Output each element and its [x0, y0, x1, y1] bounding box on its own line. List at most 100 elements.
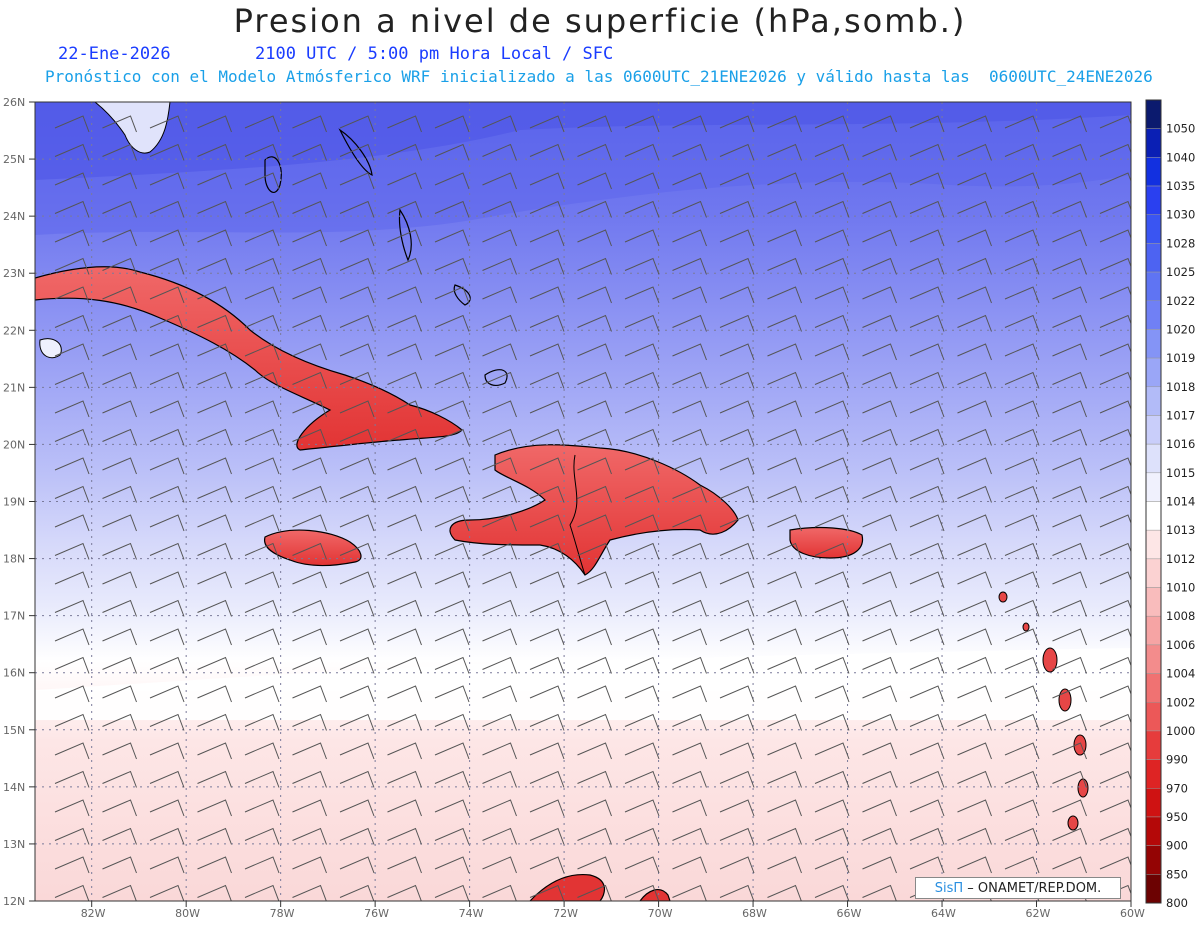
wind-barb — [339, 685, 375, 703]
wind-barb — [434, 343, 470, 361]
wind-barb — [957, 713, 992, 731]
wind-barb — [1099, 257, 1131, 271]
wind-barb — [1052, 713, 1087, 731]
wind-barb — [814, 371, 850, 389]
wind-barb — [814, 485, 850, 503]
wind-barb — [862, 343, 897, 361]
wind-barb — [814, 514, 850, 532]
lon-tick-label: 60W — [1120, 907, 1145, 920]
wind-barb — [767, 514, 802, 532]
colorbar-swatch — [1145, 558, 1162, 588]
wind-barb — [434, 428, 470, 446]
wind-barb — [719, 514, 755, 532]
wind-barb — [292, 514, 327, 532]
wind-barb — [909, 713, 945, 731]
wind-barb — [387, 115, 422, 133]
lat-tick-label: 23N — [3, 267, 25, 280]
wind-barb — [1004, 628, 1040, 646]
wind-barb — [149, 742, 185, 760]
wind-barb — [529, 713, 565, 731]
wind-barb — [814, 286, 850, 304]
wind-barb — [577, 856, 612, 874]
wind-barb — [577, 400, 612, 418]
wind-barb — [149, 485, 185, 503]
wind-barb — [1052, 428, 1087, 446]
wind-barb — [54, 172, 90, 190]
wind-barb — [719, 200, 755, 218]
wind-barb — [862, 856, 897, 874]
lat-tick-label: 18N — [3, 553, 25, 566]
wind-barb — [672, 143, 707, 161]
wind-barb — [54, 428, 90, 446]
wind-barb — [909, 656, 945, 674]
colorbar-swatch — [1145, 185, 1162, 215]
wind-barb — [1052, 286, 1087, 304]
wind-barb — [1004, 115, 1040, 133]
wind-barb — [719, 343, 755, 361]
wind-barb — [102, 770, 137, 788]
wind-barb — [149, 542, 185, 560]
wind-barb — [434, 371, 470, 389]
wind-barb — [197, 229, 232, 247]
wind-barb — [529, 827, 565, 845]
wind-barb — [434, 200, 470, 218]
wind-barb — [1099, 799, 1131, 813]
wind-barb — [862, 400, 897, 418]
wind-barb — [244, 485, 280, 503]
wind-barb — [149, 115, 185, 133]
wind-barb — [1004, 856, 1040, 874]
time-label: 2100 UTC / 5:00 pm Hora Local / SFC — [255, 44, 614, 64]
wind-barb — [482, 172, 517, 190]
haiti-dr-border — [569, 454, 586, 576]
wind-barb — [102, 713, 137, 731]
wind-barb — [387, 229, 422, 247]
wind-barb — [529, 200, 565, 218]
wind-barb — [387, 257, 422, 275]
wind-barb — [1052, 685, 1087, 703]
wind-barb — [1004, 371, 1040, 389]
colorbar-label: 1022 — [1166, 294, 1195, 308]
wind-barb — [387, 286, 422, 304]
wind-barb — [292, 343, 327, 361]
wind-barb — [1099, 628, 1131, 642]
lat-tick-label: 13N — [3, 838, 25, 851]
wind-barb — [244, 742, 280, 760]
wind-barb — [577, 457, 612, 475]
isobar-band — [35, 102, 1131, 180]
colorbar-label: 1006 — [1166, 638, 1195, 652]
wind-barb — [957, 400, 992, 418]
wind-barb — [339, 200, 375, 218]
wind-barb — [529, 343, 565, 361]
wind-barb — [672, 314, 707, 332]
wind-barb — [434, 400, 470, 418]
wind-barb — [387, 571, 422, 589]
wind-barb — [529, 571, 565, 589]
wind-barb — [529, 115, 565, 133]
wind-barb — [624, 200, 660, 218]
brand-logo: SisΠ — [934, 880, 964, 896]
wind-barb — [672, 257, 707, 275]
wind-barb — [577, 827, 612, 845]
wind-barb — [149, 799, 185, 817]
wind-barb — [197, 856, 232, 874]
wind-barb — [767, 713, 802, 731]
wind-barb — [197, 685, 232, 703]
wind-barb — [814, 115, 850, 133]
wind-barb — [434, 229, 470, 247]
model-info-label: Pronóstico con el Modelo Atmósferico WRF… — [45, 67, 1153, 86]
wind-barb — [387, 457, 422, 475]
wind-barb — [54, 685, 90, 703]
wind-barb — [767, 656, 802, 674]
wind-barb — [339, 143, 375, 161]
wind-barb — [672, 400, 707, 418]
wind-barb — [54, 286, 90, 304]
wind-barb — [909, 770, 945, 788]
colorbar-label: 950 — [1166, 810, 1188, 824]
wind-barb — [54, 514, 90, 532]
lat-tick-label: 24N — [3, 210, 25, 223]
wind-barb — [767, 229, 802, 247]
wind-barb — [719, 371, 755, 389]
wind-barb — [482, 827, 517, 845]
wind-barb — [862, 200, 897, 218]
wind-barb — [244, 770, 280, 788]
